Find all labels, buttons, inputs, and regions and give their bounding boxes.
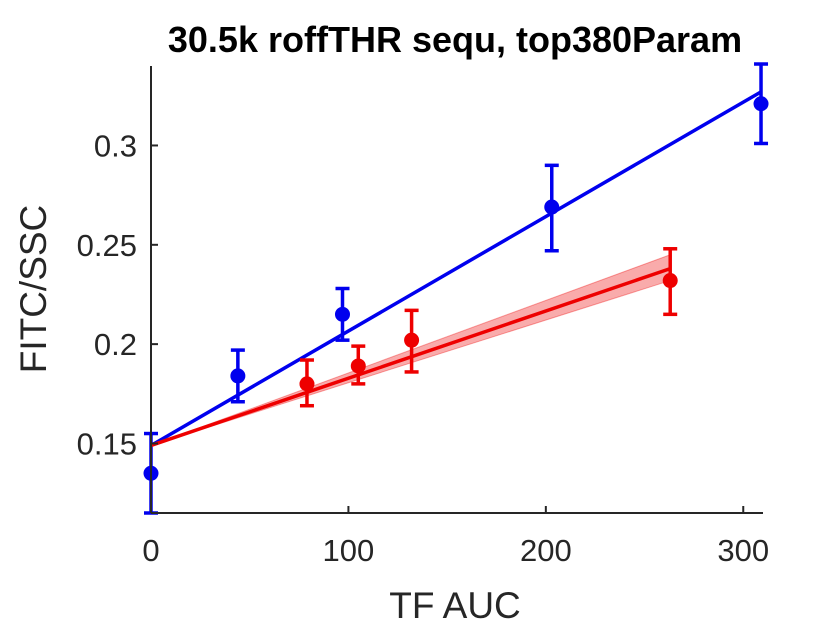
data-marker xyxy=(350,358,366,374)
data-marker xyxy=(662,273,678,289)
y-tick-label: 0.25 xyxy=(77,228,137,263)
data-marker xyxy=(544,199,560,215)
y-tick-label: 0.2 xyxy=(94,327,137,362)
data-point-series-0-2 xyxy=(334,286,350,342)
chart-title: 30.5k roffTHR sequ, top380Param xyxy=(168,19,742,60)
data-point-series-0-1 xyxy=(230,348,246,404)
data-marker xyxy=(230,368,246,384)
x-tick-label: 300 xyxy=(717,533,769,568)
data-marker xyxy=(404,332,420,348)
data-point-series-0-4 xyxy=(753,62,769,146)
x-tick-label: 0 xyxy=(142,533,159,568)
data-marker xyxy=(299,376,315,392)
data-point-series-0-3 xyxy=(544,163,560,253)
x-tick-label: 100 xyxy=(323,533,375,568)
data-marker xyxy=(753,96,769,112)
data-marker xyxy=(334,306,350,322)
x-axis-label: TF AUC xyxy=(389,585,521,626)
data-point-series-1-0 xyxy=(299,358,315,408)
x-tick-label: 200 xyxy=(520,533,572,568)
data-point-series-1-1 xyxy=(350,344,366,386)
axes: 0 100 200 300 0.15 0.2 0.25 0.3 xyxy=(77,66,769,568)
data-point-series-1-2 xyxy=(404,308,420,374)
data-point-series-1-3 xyxy=(662,247,678,317)
y-axis-label: FITC/SSC xyxy=(13,205,54,374)
fit-line-series-0 xyxy=(150,90,762,447)
y-tick-label: 0.3 xyxy=(94,128,137,163)
plot-area xyxy=(143,62,769,515)
y-tick-label: 0.15 xyxy=(77,426,137,461)
